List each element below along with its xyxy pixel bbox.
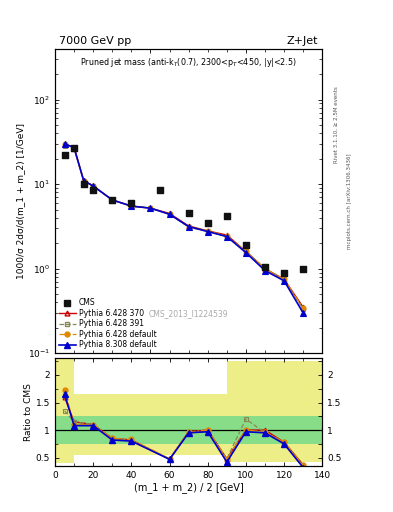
Line: Pythia 8.308 default: Pythia 8.308 default xyxy=(62,141,306,316)
Text: mcplots.cern.ch [arXiv:1306.3436]: mcplots.cern.ch [arXiv:1306.3436] xyxy=(347,153,352,249)
Pythia 8.308 default xyxy=(282,278,286,284)
Pythia 6.428 391 xyxy=(206,228,210,234)
Pythia 8.308 default xyxy=(206,228,210,234)
CMS xyxy=(128,199,134,207)
CMS xyxy=(262,263,268,271)
CMS xyxy=(81,180,87,188)
CMS xyxy=(90,186,96,194)
Pythia 6.428 370 xyxy=(62,141,67,147)
Pythia 8.308 default xyxy=(224,233,229,240)
Pythia 6.428 default xyxy=(206,228,210,234)
Pythia 6.428 default xyxy=(91,183,95,189)
Pythia 6.428 391 xyxy=(72,146,77,152)
Text: Rivet 3.1.10, ≥ 2.5M events: Rivet 3.1.10, ≥ 2.5M events xyxy=(334,87,338,163)
Pythia 6.428 default xyxy=(72,144,77,151)
Pythia 6.428 370 xyxy=(129,203,134,209)
Text: Pruned jet mass (anti-k$_T$(0.7), 2300<p$_T$<450, |y|<2.5): Pruned jet mass (anti-k$_T$(0.7), 2300<p… xyxy=(80,56,297,69)
Pythia 6.428 370 xyxy=(244,248,248,254)
Pythia 8.308 default xyxy=(263,267,267,273)
Pythia 6.428 default xyxy=(263,266,267,272)
Pythia 6.428 391 xyxy=(186,224,191,230)
Pythia 6.428 370 xyxy=(224,232,229,238)
CMS xyxy=(243,241,249,249)
Pythia 6.428 391 xyxy=(167,211,172,218)
Pythia 6.428 391 xyxy=(148,205,153,211)
Pythia 6.428 default xyxy=(282,276,286,282)
CMS xyxy=(300,265,306,273)
Pythia 6.428 370 xyxy=(81,178,86,184)
Pythia 6.428 370 xyxy=(206,228,210,234)
CMS xyxy=(205,219,211,227)
Pythia 6.428 default xyxy=(224,233,229,239)
Pythia 8.308 default xyxy=(110,197,115,203)
Pythia 6.428 391 xyxy=(110,197,115,203)
Pythia 8.308 default xyxy=(81,178,86,184)
Pythia 8.308 default xyxy=(129,203,134,209)
Pythia 6.428 default xyxy=(167,211,172,218)
Text: CMS_2013_I1224539: CMS_2013_I1224539 xyxy=(149,309,228,318)
Pythia 8.308 default xyxy=(62,141,67,147)
Legend: CMS, Pythia 6.428 370, Pythia 6.428 391, Pythia 6.428 default, Pythia 8.308 defa: CMS, Pythia 6.428 370, Pythia 6.428 391,… xyxy=(59,298,156,350)
Pythia 6.428 370 xyxy=(263,266,267,272)
Line: Pythia 6.428 default: Pythia 6.428 default xyxy=(62,141,306,311)
Line: Pythia 6.428 391: Pythia 6.428 391 xyxy=(62,144,306,312)
Pythia 6.428 default xyxy=(81,178,86,184)
Pythia 8.308 default xyxy=(72,144,77,151)
Text: 7000 GeV pp: 7000 GeV pp xyxy=(59,36,131,46)
Line: Pythia 6.428 370: Pythia 6.428 370 xyxy=(62,141,306,310)
CMS xyxy=(109,196,116,204)
Pythia 6.428 391 xyxy=(301,306,305,312)
Pythia 6.428 391 xyxy=(62,143,67,150)
Pythia 6.428 370 xyxy=(110,197,115,203)
CMS xyxy=(224,212,230,220)
Pythia 6.428 391 xyxy=(81,178,86,184)
Text: Z+Jet: Z+Jet xyxy=(287,36,318,46)
Pythia 8.308 default xyxy=(301,310,305,316)
Pythia 6.428 default xyxy=(301,305,305,311)
Pythia 6.428 391 xyxy=(244,248,248,254)
Pythia 6.428 370 xyxy=(72,144,77,151)
Pythia 8.308 default xyxy=(186,224,191,230)
Pythia 6.428 default xyxy=(62,141,67,147)
Y-axis label: Ratio to CMS: Ratio to CMS xyxy=(24,383,33,441)
Pythia 6.428 default xyxy=(244,248,248,254)
X-axis label: (m_1 + m_2) / 2 [GeV]: (m_1 + m_2) / 2 [GeV] xyxy=(134,482,244,494)
Pythia 8.308 default xyxy=(167,211,172,218)
Pythia 6.428 370 xyxy=(186,223,191,229)
Pythia 6.428 391 xyxy=(224,233,229,240)
Pythia 6.428 370 xyxy=(167,210,172,217)
Pythia 6.428 default xyxy=(110,197,115,203)
Pythia 6.428 default xyxy=(148,205,153,211)
CMS xyxy=(71,143,77,152)
Pythia 6.428 370 xyxy=(91,183,95,189)
Pythia 6.428 391 xyxy=(129,203,134,209)
CMS xyxy=(185,209,192,218)
Pythia 6.428 370 xyxy=(282,276,286,282)
Pythia 8.308 default xyxy=(148,205,153,211)
Pythia 8.308 default xyxy=(244,249,248,255)
Pythia 8.308 default xyxy=(91,183,95,189)
Pythia 6.428 391 xyxy=(263,266,267,272)
Pythia 6.428 370 xyxy=(148,205,153,211)
Pythia 6.428 391 xyxy=(91,183,95,189)
Pythia 6.428 default xyxy=(129,203,134,209)
Pythia 6.428 370 xyxy=(301,304,305,310)
CMS xyxy=(61,151,68,159)
Y-axis label: 1000/σ 2dσ/d(m_1 + m_2) [1/GeV]: 1000/σ 2dσ/d(m_1 + m_2) [1/GeV] xyxy=(16,123,25,279)
CMS xyxy=(157,186,163,194)
CMS xyxy=(281,268,287,276)
Pythia 6.428 391 xyxy=(282,276,286,282)
Pythia 6.428 default xyxy=(186,224,191,230)
